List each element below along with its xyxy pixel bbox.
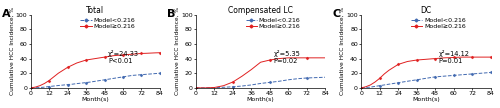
Text: A: A xyxy=(2,9,11,19)
X-axis label: Month(s): Month(s) xyxy=(412,97,440,102)
Text: C: C xyxy=(332,9,341,19)
Title: Total: Total xyxy=(86,6,104,15)
Legend: Model<0.216, Model≥0.216: Model<0.216, Model≥0.216 xyxy=(410,16,467,30)
Y-axis label: Cumulative HCC Incidence, %: Cumulative HCC Incidence, % xyxy=(174,7,180,95)
Text: χ²=14.12
P=0.01: χ²=14.12 P=0.01 xyxy=(439,50,470,64)
Y-axis label: Cumulative HCC Incidence, %: Cumulative HCC Incidence, % xyxy=(340,7,345,95)
X-axis label: Month(s): Month(s) xyxy=(246,97,274,102)
Text: χ²=5.35
P=0.02: χ²=5.35 P=0.02 xyxy=(274,50,300,64)
Y-axis label: Cumulative HCC Incidence, %: Cumulative HCC Incidence, % xyxy=(10,7,14,95)
X-axis label: Month(s): Month(s) xyxy=(82,97,109,102)
Text: B: B xyxy=(168,9,176,19)
Legend: Model<0.216, Model≥0.216: Model<0.216, Model≥0.216 xyxy=(79,16,136,30)
Text: χ²=24.33
P<0.01: χ²=24.33 P<0.01 xyxy=(108,50,139,64)
Title: DC: DC xyxy=(420,6,432,15)
Title: Compensated LC: Compensated LC xyxy=(228,6,293,15)
Legend: Model<0.216, Model≥0.216: Model<0.216, Model≥0.216 xyxy=(244,16,302,30)
